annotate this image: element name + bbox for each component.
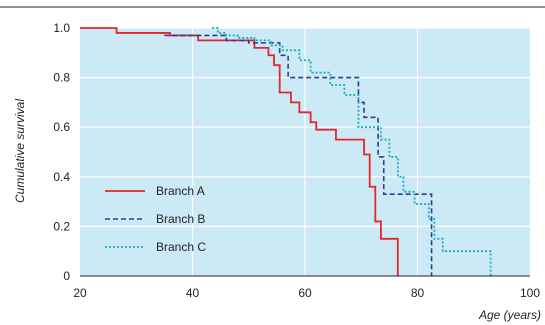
legend-label: Branch C xyxy=(156,240,206,254)
y-tick-label: 0.2 xyxy=(53,219,70,233)
x-tick-label: 80 xyxy=(411,286,425,300)
y-tick-label: 0.6 xyxy=(53,120,70,134)
y-axis-label: Cumulative survival xyxy=(13,99,27,203)
legend: Branch A Branch B Branch C xyxy=(105,184,206,254)
x-tick-label: 40 xyxy=(186,286,200,300)
x-tick-label: 20 xyxy=(73,286,87,300)
legend-label: Branch B xyxy=(156,212,205,226)
x-tick-label: 100 xyxy=(520,286,540,300)
y-tick-label: 0.4 xyxy=(53,170,70,184)
grid-lines xyxy=(80,27,530,276)
series-line-branch-b xyxy=(164,34,433,276)
y-tick-label: 0 xyxy=(63,269,70,283)
legend-label: Branch A xyxy=(156,184,205,198)
y-tick-label: 0.8 xyxy=(53,71,70,85)
series-line-branch-c xyxy=(212,27,492,276)
series-lines xyxy=(80,27,492,276)
axes: 0 0.2 0.4 0.6 0.8 1.0 20 40 60 80 100 xyxy=(53,21,540,300)
y-tick-label: 1.0 xyxy=(53,21,70,35)
x-tick-label: 60 xyxy=(298,286,312,300)
series-line-branch-a xyxy=(80,27,399,276)
x-axis-label: Age (years) xyxy=(478,308,541,322)
